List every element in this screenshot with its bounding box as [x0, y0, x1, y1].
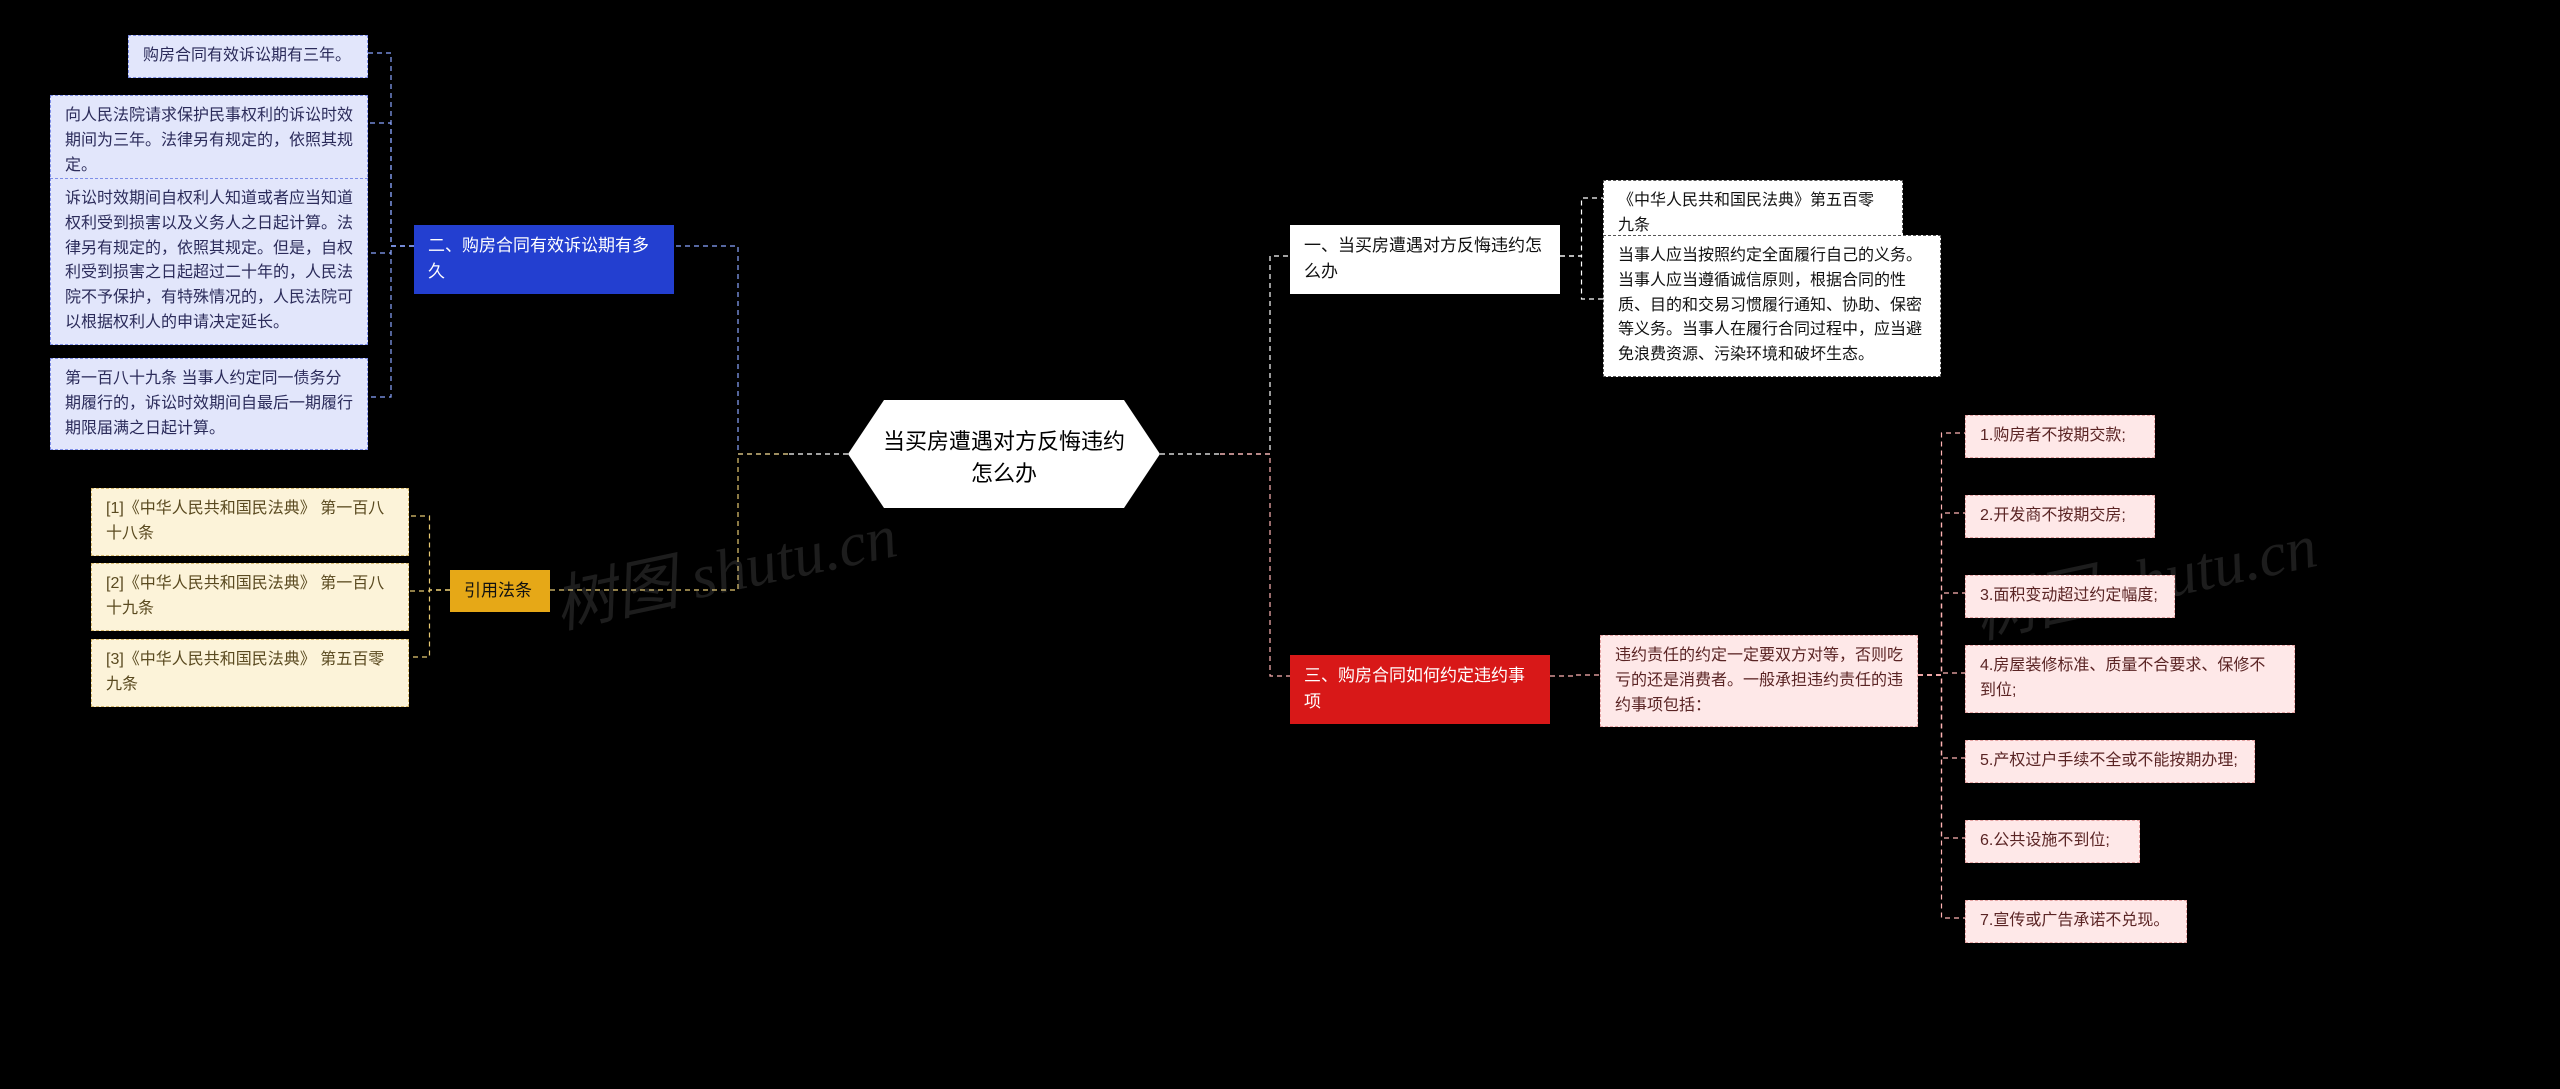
branch-b2-leaf-3: 第一百八十九条 当事人约定同一债务分期履行的，诉讼时效期间自最后一期履行期限届满…	[50, 358, 368, 450]
watermark: 树图 shutu.cn	[544, 485, 903, 645]
branch-b3-leaf-6: 7.宣传或广告承诺不兑现。	[1965, 900, 2187, 943]
branch-b2-leaf-1: 向人民法院请求保护民事权利的诉讼时效期间为三年。法律另有规定的，依照其规定。	[50, 95, 368, 187]
branch-b1: 一、当买房遭遇对方反悔违约怎么办	[1290, 225, 1560, 294]
branch-b3-leaf-1: 2.开发商不按期交房;	[1965, 495, 2155, 538]
branch-b3-leaf-4: 5.产权过户手续不全或不能按期办理;	[1965, 740, 2255, 783]
branch-b3-leaf-3: 4.房屋装修标准、质量不合要求、保修不到位;	[1965, 645, 2295, 713]
root-node: 当买房遭遇对方反悔违约怎么办	[848, 400, 1160, 508]
branch-b3-leaf-5: 6.公共设施不到位;	[1965, 820, 2140, 863]
branch-b2-leaf-2: 诉讼时效期间自权利人知道或者应当知道权利受到损害以及义务人之日起计算。法律另有规…	[50, 178, 368, 345]
branch-b2: 二、购房合同有效诉讼期有多久	[414, 225, 674, 294]
branch-b4-leaf-0: [1]《中华人民共和国民法典》 第一百八十八条	[91, 488, 409, 556]
branch-b4-leaf-2: [3]《中华人民共和国民法典》 第五百零九条	[91, 639, 409, 707]
root-label: 当买房遭遇对方反悔违约怎么办	[874, 426, 1134, 490]
branch-b3: 三、购房合同如何约定违约事项	[1290, 655, 1550, 724]
branch-b1-leaf-1: 当事人应当按照约定全面履行自己的义务。当事人应当遵循诚信原则，根据合同的性质、目…	[1603, 235, 1941, 377]
branch-b3-leaf-2: 3.面积变动超过约定幅度;	[1965, 575, 2175, 618]
branch-b4-leaf-1: [2]《中华人民共和国民法典》 第一百八十九条	[91, 563, 409, 631]
branch-b3-leaf-0: 1.购房者不按期交款;	[1965, 415, 2155, 458]
branch-b4: 引用法条	[450, 570, 550, 612]
branch-b2-leaf-0: 购房合同有效诉讼期有三年。	[128, 35, 368, 78]
branch-b3-intermediate: 违约责任的约定一定要双方对等，否则吃亏的还是消费者。一般承担违约责任的违约事项包…	[1600, 635, 1918, 727]
